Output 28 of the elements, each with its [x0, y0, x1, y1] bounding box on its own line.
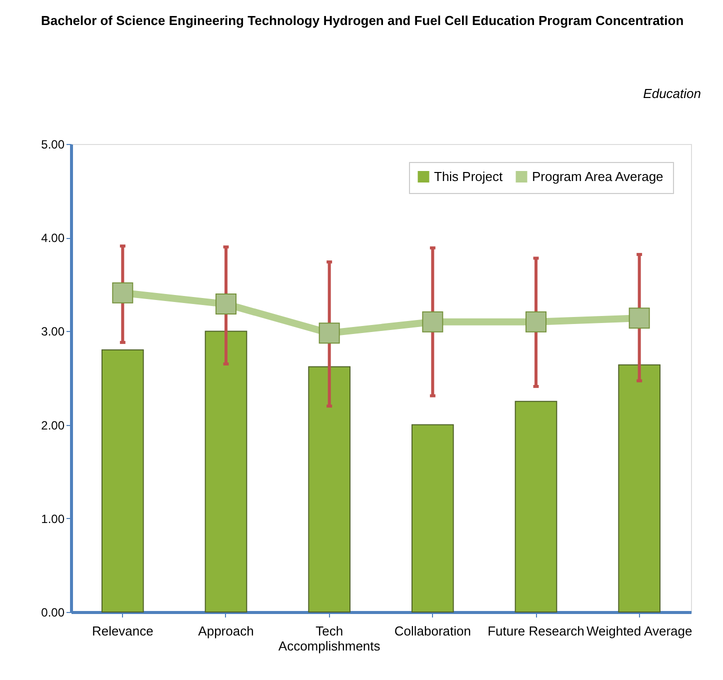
- bar: [308, 366, 350, 612]
- chart-title: Bachelor of Science Engineering Technology Hydrogen and Fuel Cell Education Program Concentration: [41, 13, 684, 28]
- y-tick-label: 0.00: [41, 606, 65, 620]
- bar: [102, 349, 144, 612]
- x-tick-label: Future Research: [488, 624, 584, 638]
- x-tick-label: Relevance: [92, 624, 154, 638]
- y-tick-label: 1.00: [41, 512, 65, 526]
- legend-label: This Project: [434, 168, 504, 184]
- point: [112, 282, 134, 304]
- y-tick-label: 5.00: [41, 138, 65, 152]
- x-tick-label: Tech Accomplishments: [278, 624, 381, 654]
- bar: [204, 330, 248, 612]
- x-tick-label: Weighted Average: [586, 624, 692, 638]
- bar: [514, 400, 558, 612]
- y-tick-label: 4.00: [41, 231, 65, 246]
- point: [628, 308, 650, 329]
- legend-label: Program Area Average: [532, 168, 664, 184]
- point: [422, 311, 444, 332]
- bar: [618, 364, 660, 612]
- x-tick-label: Collaboration: [394, 624, 471, 638]
- x-tick-label: Approach: [198, 624, 254, 638]
- y-tick-label: 3.00: [41, 324, 65, 339]
- y-tick-label: 2.00: [41, 418, 65, 432]
- point: [526, 311, 546, 332]
- point: [318, 322, 340, 344]
- chart-subtitle: Education: [643, 86, 701, 101]
- bar: [412, 424, 454, 612]
- point: [216, 294, 236, 315]
